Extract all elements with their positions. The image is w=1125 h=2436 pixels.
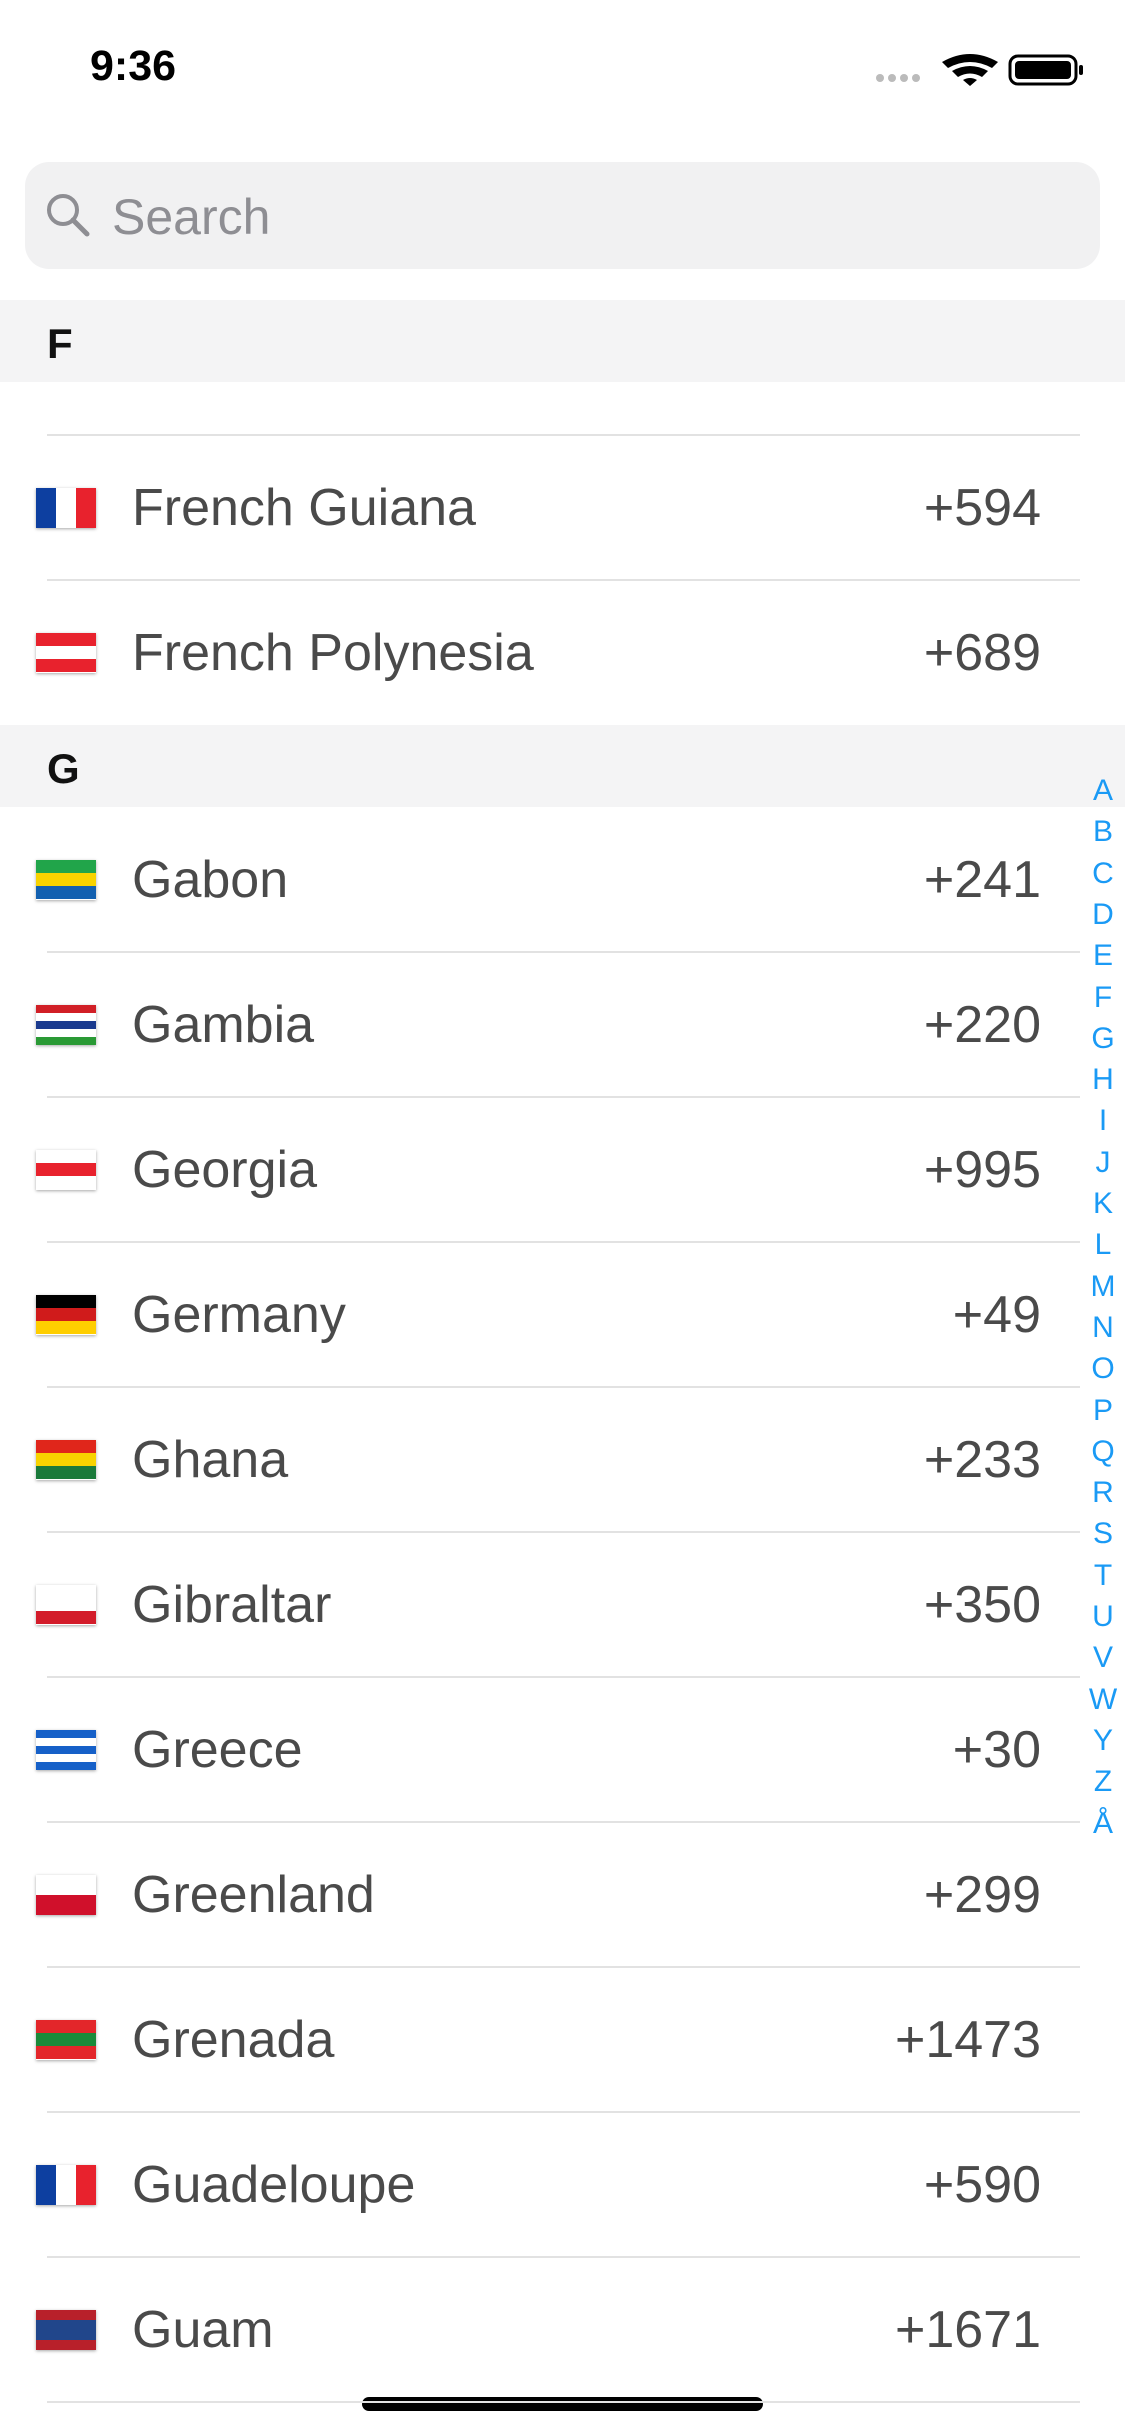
country-code[interactable]: +299 (923, 1865, 1041, 1924)
search-placeholder: Search (112, 189, 271, 245)
row-separator (47, 951, 1080, 953)
country-flag (36, 859, 96, 900)
row-separator (47, 1096, 1080, 1098)
index-letter[interactable]: W (1088, 1682, 1118, 1716)
row-separator (47, 2401, 1080, 2403)
index-letter[interactable]: Q (1091, 1434, 1115, 1468)
index-letter[interactable]: P (1092, 1393, 1113, 1427)
country-code[interactable]: +1473 (894, 2010, 1041, 2069)
country-flag (36, 2019, 96, 2060)
country-code[interactable]: +590 (923, 2155, 1041, 2214)
country-code[interactable]: +220 (923, 995, 1041, 1054)
section-title: F (47, 320, 73, 367)
row-separator (47, 1676, 1080, 1678)
index-letter[interactable]: A (1092, 774, 1113, 807)
country-flag (36, 1149, 96, 1190)
country-code[interactable]: +241 (923, 850, 1041, 909)
country-name[interactable]: Grenada (132, 2010, 335, 2069)
country-flag (36, 1874, 96, 1915)
index-letter[interactable]: T (1093, 1558, 1113, 1592)
index-letter[interactable]: R (1092, 1476, 1114, 1510)
index-letter[interactable]: Y (1092, 1723, 1113, 1757)
index-letter[interactable]: K (1092, 1187, 1113, 1220)
country-flag (36, 1584, 96, 1625)
index-letter[interactable]: C (1092, 856, 1114, 890)
country-code[interactable]: +594 (923, 478, 1041, 537)
status-icons (876, 54, 1083, 86)
row-separator (47, 2256, 1080, 2258)
country-code[interactable]: +30 (952, 1720, 1041, 1779)
country-name[interactable]: French Polynesia (132, 623, 534, 682)
index-letter[interactable]: F (1093, 980, 1113, 1014)
index-letter[interactable]: I (1098, 1104, 1108, 1138)
index-letter[interactable]: U (1092, 1600, 1114, 1633)
section-header (0, 300, 1125, 382)
status-time: 9:36 (90, 42, 177, 90)
index-letter[interactable]: D (1092, 897, 1114, 931)
country-flag (36, 1729, 96, 1770)
index-letter[interactable]: B (1092, 815, 1113, 849)
country-flag (36, 1004, 96, 1045)
index-letter[interactable]: G (1091, 1021, 1115, 1055)
country-flag (36, 2164, 96, 2205)
row-separator (47, 434, 1080, 436)
row-separator (47, 1241, 1080, 1243)
country-flag (36, 2309, 96, 2350)
row-separator (47, 2111, 1080, 2113)
country-name[interactable]: Germany (132, 1285, 346, 1344)
index-letter[interactable]: J (1095, 1145, 1111, 1179)
country-name[interactable]: Guadeloupe (132, 2155, 416, 2214)
row-separator (47, 579, 1080, 581)
country-code[interactable]: +995 (923, 1140, 1041, 1199)
index-letter[interactable]: L (1094, 1228, 1112, 1262)
index-letter[interactable]: N (1092, 1310, 1114, 1344)
country-name[interactable]: Gabon (132, 850, 289, 909)
country-flag (36, 632, 96, 673)
search-bar[interactable] (25, 162, 1100, 269)
index-letter[interactable]: E (1092, 939, 1113, 973)
index-letter[interactable]: H (1092, 1063, 1114, 1097)
country-flag (36, 1294, 96, 1335)
index-letter[interactable]: S (1092, 1517, 1113, 1551)
country-name[interactable]: French Guiana (132, 478, 476, 537)
index-letter[interactable]: M (1090, 1269, 1116, 1303)
index-letter[interactable]: Å (1092, 1806, 1113, 1840)
index-letter[interactable]: Z (1093, 1765, 1113, 1799)
country-name[interactable]: Greece (132, 1720, 303, 1779)
country-code[interactable]: +1671 (894, 2300, 1041, 2359)
country-name[interactable]: Gambia (132, 995, 315, 1054)
country-name[interactable]: Greenland (132, 1865, 375, 1924)
country-flag (36, 1439, 96, 1480)
country-name[interactable]: Guam (132, 2300, 274, 2359)
country-code[interactable]: +689 (923, 623, 1041, 682)
country-name[interactable]: Ghana (132, 1430, 289, 1489)
search-icon (47, 194, 90, 237)
country-code[interactable]: +49 (952, 1285, 1041, 1344)
country-flag (36, 487, 96, 528)
home-indicator (362, 2397, 763, 2411)
country-name[interactable]: Georgia (132, 1140, 317, 1199)
country-code[interactable]: +350 (923, 1575, 1041, 1634)
index-letter[interactable]: O (1091, 1352, 1115, 1386)
row-separator (47, 1966, 1080, 1968)
section-title: G (47, 745, 80, 792)
index-letter[interactable]: V (1092, 1641, 1113, 1675)
section-header (0, 725, 1125, 807)
country-code[interactable]: +233 (923, 1430, 1041, 1489)
row-separator (47, 1531, 1080, 1533)
row-separator (47, 1386, 1080, 1388)
country-name[interactable]: Gibraltar (132, 1575, 332, 1634)
row-separator (47, 1821, 1080, 1823)
